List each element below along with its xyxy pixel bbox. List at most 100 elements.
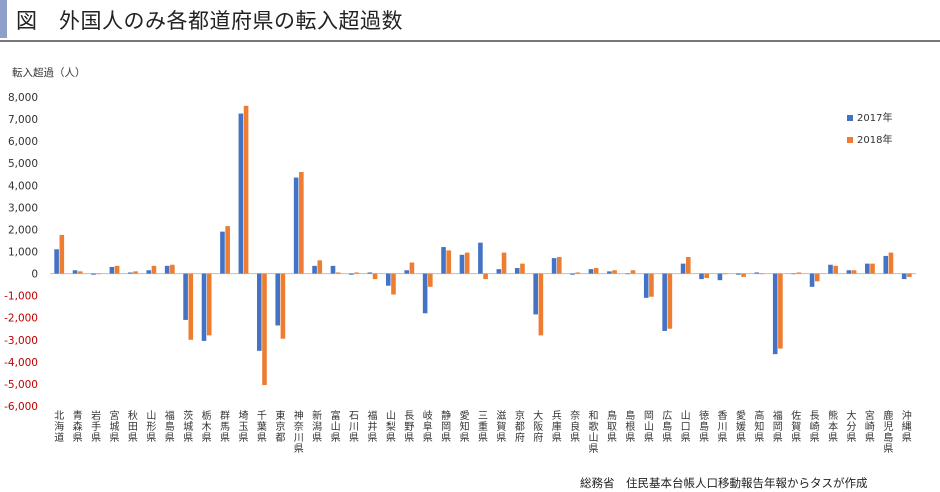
x-tick-label: 愛媛県 <box>736 409 746 444</box>
x-tick-label: 和歌山県 <box>589 410 599 455</box>
bar-2018 <box>262 273 267 386</box>
bar-2017 <box>91 273 96 275</box>
bar-2018 <box>778 273 783 349</box>
bar-2017 <box>441 247 446 274</box>
x-tick-label: 山口県 <box>681 410 691 444</box>
title-divider <box>0 40 940 42</box>
bar-2018 <box>170 264 175 274</box>
x-tick-label: 高知県 <box>754 409 764 444</box>
legend-swatch <box>847 137 853 143</box>
bar-2017 <box>699 273 704 280</box>
bar-2017 <box>809 273 815 287</box>
bar-2017 <box>570 273 575 275</box>
bar-2017 <box>128 272 133 274</box>
x-tick-label: 島根県 <box>625 409 635 444</box>
bar-2017 <box>846 270 852 274</box>
bar-2018 <box>888 252 894 274</box>
x-tick-label: 愛知県 <box>460 409 470 444</box>
x-tick-label: 茨城県 <box>183 409 193 444</box>
bar-2018 <box>649 273 654 297</box>
x-tick-label: 広島県 <box>662 409 672 444</box>
bar-2018 <box>409 262 415 274</box>
x-tick-label: 京都府 <box>515 409 525 444</box>
x-tick-label: 山梨県 <box>386 410 396 444</box>
bar-2017 <box>275 273 281 326</box>
x-tick-label: 大分県 <box>847 409 857 444</box>
x-tick-label: 沖縄県 <box>902 409 912 444</box>
y-tick-label: 7,000 <box>8 114 38 126</box>
x-tick-label: 宮崎県 <box>865 409 875 444</box>
bar-2018 <box>428 273 433 287</box>
bar-2018 <box>206 273 212 336</box>
bar-2018 <box>317 260 323 274</box>
bar-2017 <box>625 273 631 275</box>
legend-swatch <box>847 115 853 121</box>
bar-2017 <box>146 270 152 274</box>
x-tick-label: 佐賀県 <box>791 410 801 444</box>
bar-2017 <box>496 269 502 274</box>
bar-2018 <box>814 273 820 282</box>
x-tick-label: 栃木県 <box>202 409 212 444</box>
legend-label: 2017年 <box>857 111 892 124</box>
bar-2018 <box>907 273 912 277</box>
bar-2017 <box>533 273 538 315</box>
x-tick-label: 神奈川県 <box>294 409 304 455</box>
x-tick-label: 北海道 <box>54 410 64 444</box>
bar-2017 <box>109 266 115 274</box>
bar-2018 <box>501 252 507 274</box>
bar-2017 <box>385 273 391 286</box>
bar-2018 <box>151 265 157 274</box>
bar-2018 <box>870 263 875 274</box>
bar-2017 <box>220 231 225 274</box>
bar-2017 <box>367 272 373 274</box>
x-tick-label: 奈良県 <box>570 409 580 444</box>
bar-2017 <box>551 258 557 274</box>
x-tick-label: 静岡県 <box>441 409 451 444</box>
bar-2017 <box>293 177 299 274</box>
y-tick-label: 4,000 <box>8 180 38 192</box>
x-tick-label: 福島県 <box>165 409 175 444</box>
bar-2018 <box>796 272 802 274</box>
x-tick-label: 宮城県 <box>109 409 119 444</box>
bar-2017 <box>828 264 833 274</box>
bar-2017 <box>201 273 207 341</box>
y-tick-label: -5,000 <box>4 379 38 391</box>
bar-2017 <box>736 273 741 275</box>
bar-2017 <box>607 271 612 274</box>
bar-2018 <box>612 270 617 274</box>
x-tick-label: 兵庫県 <box>552 409 562 444</box>
y-tick-label: 8,000 <box>8 92 38 104</box>
bar-2018 <box>225 226 230 274</box>
bar-2018 <box>133 271 138 274</box>
y-tick-label: 0 <box>31 269 38 281</box>
bar-2017 <box>238 113 244 274</box>
bar-2017 <box>54 249 59 274</box>
bar-2018 <box>464 252 470 274</box>
legend-label: 2018年 <box>857 133 892 146</box>
x-tick-label: 福井県 <box>367 409 377 444</box>
x-tick-label: 秋田県 <box>128 409 138 444</box>
x-tick-label: 鳥取県 <box>607 409 617 444</box>
bar-2018 <box>741 273 746 277</box>
bar-2018 <box>96 273 101 275</box>
x-tick-label: 三重県 <box>478 411 488 444</box>
bar-2017 <box>312 265 317 274</box>
bar-2017 <box>256 273 262 351</box>
bar-2018 <box>299 172 304 274</box>
x-tick-label: 岡山県 <box>644 410 654 444</box>
x-tick-label: 埼玉県 <box>238 409 248 444</box>
bar-2018 <box>114 265 120 274</box>
y-tick-label: -3,000 <box>4 335 38 347</box>
bar-2018 <box>446 250 452 274</box>
title-bar: 図 外国人のみ各都道府県の転入超過数 <box>0 0 940 42</box>
bar-2018 <box>704 273 710 278</box>
y-tick-label: 3,000 <box>8 202 38 214</box>
x-tick-label: 岩手県 <box>91 409 101 444</box>
bar-2018 <box>630 270 636 274</box>
x-tick-label: 香川県 <box>718 410 728 444</box>
bar-2017 <box>478 242 483 274</box>
bar-2017 <box>717 273 723 281</box>
bar-2018 <box>685 257 691 274</box>
bar-2018 <box>77 271 83 274</box>
